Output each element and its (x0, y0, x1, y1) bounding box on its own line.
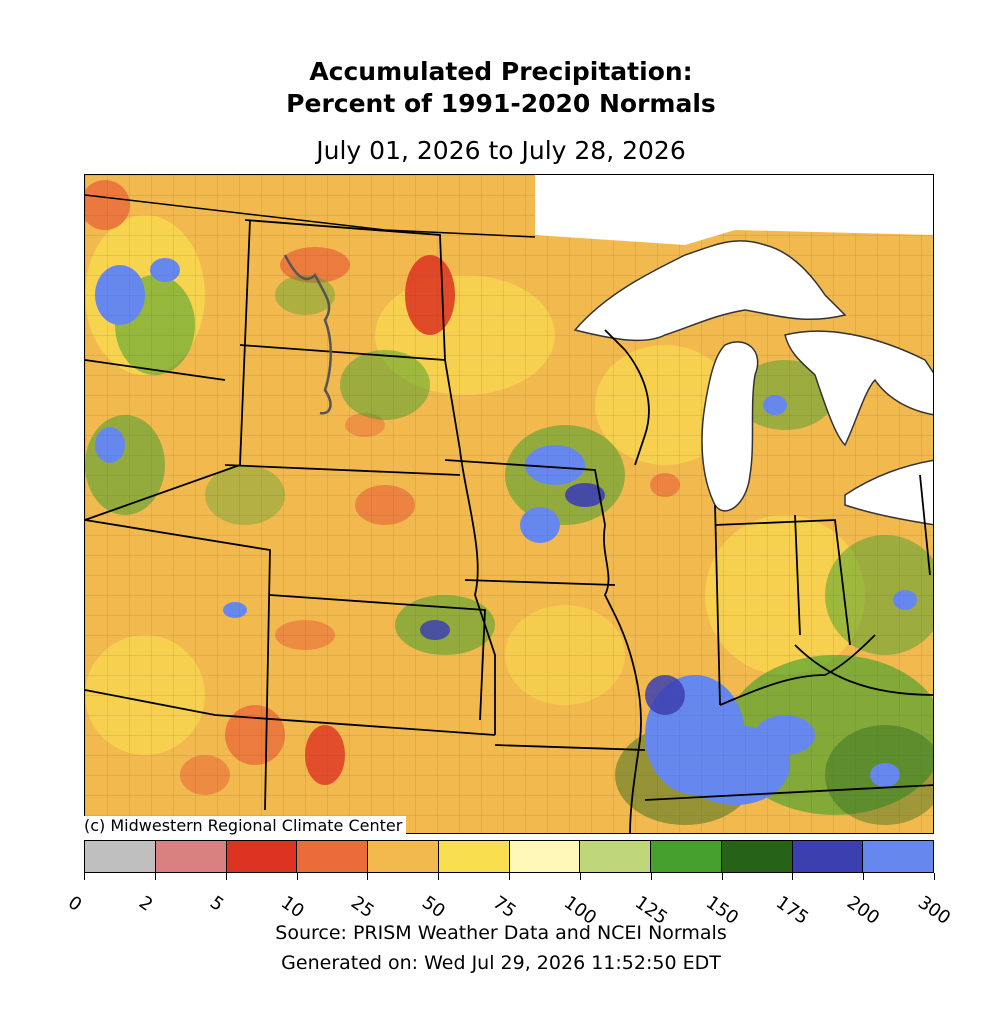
colorbar-tick (792, 873, 794, 880)
colorbar-tick (84, 873, 85, 880)
colorbar-tick (721, 873, 723, 880)
colorbar-swatch (650, 841, 721, 872)
colorbar-tick (863, 873, 865, 880)
colorbar-swatch (791, 841, 863, 872)
colorbar-tick (650, 873, 652, 880)
colorbar-swatch (225, 841, 297, 872)
colorbar-tick (934, 873, 935, 880)
colorbar-tick (296, 873, 298, 880)
colorbar-swatch (437, 841, 509, 872)
colorbar-swatch (85, 841, 155, 872)
date-range: July 01, 2026 to July 28, 2026 (316, 136, 686, 165)
colorbar-swatch (367, 841, 438, 872)
colorbar-tick-label: 0 (63, 892, 86, 916)
colorbar-tick-label: 2 (134, 892, 157, 916)
credit-label: (c) Midwestern Regional Climate Center (84, 816, 407, 835)
colorbar-tick-label: 75 (488, 892, 520, 923)
colorbar-tick-label: 50 (418, 892, 449, 923)
colorbar-swatch (579, 841, 650, 872)
colorbar-ticks (84, 873, 935, 883)
map-title-line1: Accumulated Precipitation: (309, 57, 693, 86)
lake-huron (784, 330, 933, 447)
great-lakes (573, 240, 933, 526)
precipitation-map (84, 174, 934, 834)
generated-text: Generated on: Wed Jul 29, 2026 11:52:50 … (281, 952, 721, 974)
colorbar-tick-label: 25 (347, 892, 379, 923)
colorbar-swatch (154, 841, 226, 872)
lake-erie (844, 459, 933, 526)
colorbar-tick (225, 873, 227, 880)
colorbar (84, 840, 934, 873)
colorbar-swatch (508, 841, 580, 872)
colorbar-swatch (720, 841, 792, 872)
map-title-line2: Percent of 1991-2020 Normals (286, 89, 716, 118)
colorbar-tick (579, 873, 581, 880)
source-text: Source: PRISM Weather Data and NCEI Norm… (275, 922, 727, 944)
colorbar-tick (438, 873, 440, 880)
colorbar-tick (367, 873, 369, 880)
colorbar-swatch (862, 841, 933, 872)
colorbar-tick (154, 873, 156, 880)
state-boundaries (85, 219, 933, 833)
canada-region (535, 175, 933, 245)
colorbar-tick-label: 5 (205, 892, 228, 916)
map-canvas (85, 175, 933, 833)
lake-superior (573, 240, 847, 342)
colorbar-tick (509, 873, 510, 880)
lake-michigan (701, 341, 759, 512)
northern-border (85, 194, 536, 238)
colorbar-tick-label: 10 (276, 892, 308, 923)
colorbar-swatch (296, 841, 367, 872)
